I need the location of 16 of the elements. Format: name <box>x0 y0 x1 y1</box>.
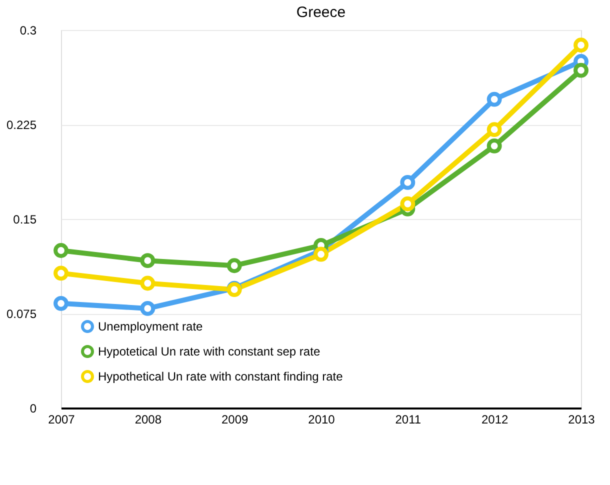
y-tick-label: 0.15 <box>13 212 37 226</box>
x-tick-label: 2008 <box>134 412 162 426</box>
y-tick-label: 0.075 <box>6 307 37 321</box>
x-tick-label: 2007 <box>48 412 76 426</box>
y-tick-label: 0.3 <box>20 24 37 38</box>
y-tick-label: 0 <box>30 402 37 416</box>
legend-label: Hypothetical Un rate with constant finding rate <box>98 370 344 384</box>
chart-title: Greece <box>296 4 346 21</box>
legend-label: Hypotetical Un rate with constant sep rate <box>98 344 320 358</box>
x-tick-label: 2013 <box>568 412 596 426</box>
y-tick-label: 0.225 <box>6 118 37 132</box>
x-tick-label: 2011 <box>395 412 422 426</box>
x-tick-label: 2010 <box>308 412 336 426</box>
x-tick-label: 2009 <box>221 412 249 426</box>
x-tick-label: 2012 <box>481 412 509 426</box>
legend-label: Unemployment rate <box>98 320 204 334</box>
